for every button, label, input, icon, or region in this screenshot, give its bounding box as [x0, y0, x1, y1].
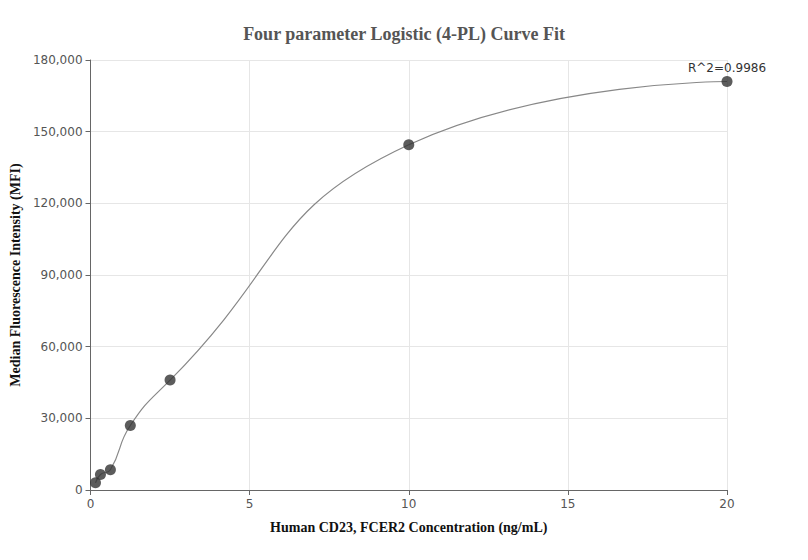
svg-text:60,000: 60,000 [41, 340, 83, 354]
svg-text:5: 5 [246, 497, 254, 511]
svg-text:0: 0 [75, 483, 83, 497]
svg-text:30,000: 30,000 [41, 411, 83, 425]
svg-text:180,000: 180,000 [33, 53, 83, 67]
svg-text:R^2=0.9986: R^2=0.9986 [688, 61, 766, 75]
svg-text:150,000: 150,000 [33, 125, 83, 139]
svg-text:10: 10 [401, 497, 416, 511]
svg-text:20: 20 [719, 497, 734, 511]
svg-text:Human CD23, FCER2 Concentratio: Human CD23, FCER2 Concentration (ng/mL) [270, 520, 548, 536]
svg-text:90,000: 90,000 [41, 268, 83, 282]
svg-text:15: 15 [560, 497, 575, 511]
svg-text:0: 0 [87, 497, 95, 511]
svg-text:Median Fluorescence Intensity: Median Fluorescence Intensity (MFI) [8, 163, 24, 387]
svg-text:120,000: 120,000 [33, 196, 83, 210]
svg-text:Four parameter Logistic (4-PL): Four parameter Logistic (4-PL) Curve Fit [243, 24, 565, 45]
